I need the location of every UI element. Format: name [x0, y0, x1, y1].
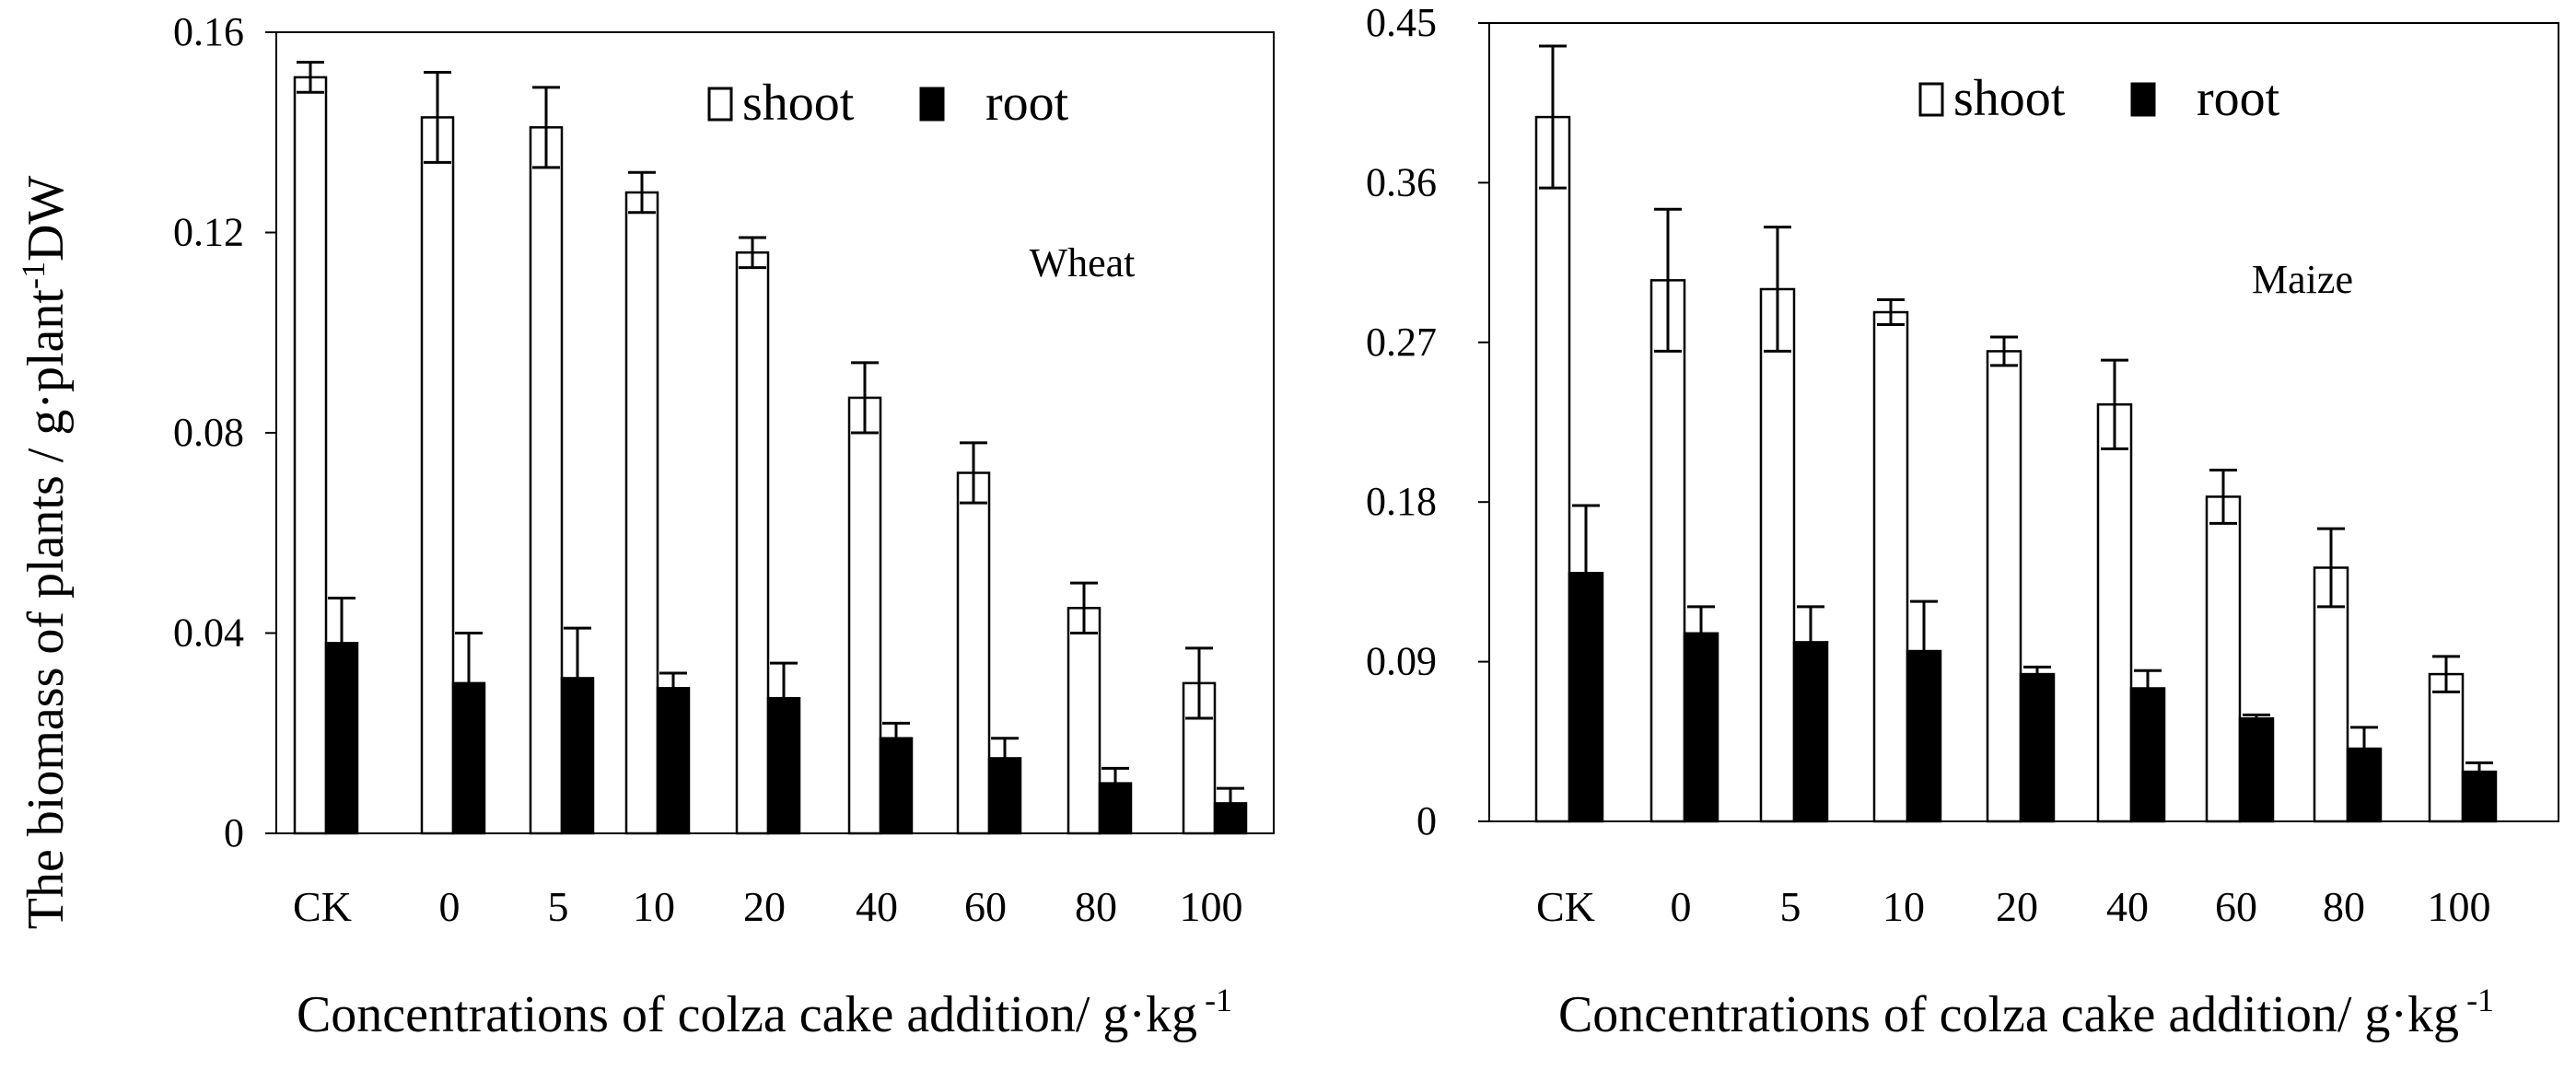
legend: shoot root: [707, 75, 1069, 132]
x-axis-label-superscript: -1: [2466, 982, 2494, 1018]
legend: shoot root: [1918, 70, 2280, 127]
root-bar: [1906, 649, 1942, 823]
y-tick-label: 0.18: [1366, 479, 1437, 524]
x-category-label: CK: [1536, 883, 1595, 930]
x-category-label: 80: [2323, 883, 2365, 930]
legend-label-shoot: shoot: [742, 75, 855, 132]
x-category-label: 100: [1180, 883, 1243, 930]
shoot-bar: [420, 116, 455, 835]
x-category-label: 5: [1780, 883, 1801, 930]
shoot-bar: [735, 251, 770, 835]
root-bar: [2019, 672, 2056, 823]
shoot-bar: [2313, 566, 2349, 823]
x-category-label: 0: [439, 883, 460, 930]
x-category-label: 60: [2215, 883, 2257, 930]
shoot-bar: [293, 76, 328, 835]
y-tick-label: 0.04: [173, 611, 244, 656]
x-category-label: 0: [1671, 883, 1692, 930]
y-tick-label: 0.16: [173, 9, 244, 54]
x-category-label: CK: [293, 883, 352, 930]
shoot-bar: [1759, 287, 1796, 823]
legend-swatch-root: [919, 87, 945, 122]
y-tick-label: 0: [1416, 798, 1437, 843]
crop-annotation: Wheat: [1030, 240, 1136, 285]
root-bar: [879, 737, 914, 835]
x-axis-label: Concentrations of colza cake addition/ g…: [297, 982, 1232, 1043]
x-category-label: 10: [633, 883, 675, 930]
shoot-bar: [1986, 350, 2022, 823]
x-category-label: 80: [1075, 883, 1117, 930]
shoot-bar: [1649, 279, 1686, 823]
legend-swatch-shoot: [707, 87, 733, 122]
wheat-panel: 0 0.04 0.08 0.12 0.16 CK 0 5 10 20 40 60 80 100 shoot r…: [173, 9, 1275, 1043]
root-bar: [1213, 802, 1248, 835]
shoot-bar: [2096, 402, 2133, 823]
x-axis-label-main: Concentrations of colza cake addition/ g…: [1558, 986, 2459, 1043]
root-bar: [560, 677, 595, 835]
x-category-label: 40: [2106, 883, 2149, 930]
y-tick-label: 0: [224, 810, 244, 855]
y-axis-label: The biomass of plants / g·plant-1DW: [15, 176, 75, 930]
y-tick-label: 0.09: [1366, 639, 1437, 684]
legend-label-shoot: shoot: [1953, 70, 2066, 127]
y-axis-label-unit: DW: [17, 176, 75, 262]
y-tick-label: 0.12: [173, 210, 244, 255]
x-axis-label: Concentrations of colza cake addition/ g…: [1558, 982, 2494, 1043]
legend-swatch-shoot: [1918, 82, 1944, 117]
root-bar: [324, 642, 359, 835]
y-axis-label-main: The biomass of plants / g·plant: [17, 289, 75, 930]
y-tick-label: 0.45: [1366, 0, 1437, 45]
x-category-label: 20: [1996, 883, 2038, 930]
shoot-bar: [847, 396, 882, 835]
legend-label-root: root: [2197, 70, 2280, 127]
shoot-bar: [2205, 495, 2242, 823]
x-category-label: 100: [2428, 883, 2491, 930]
root-bar: [451, 681, 486, 835]
legend-swatch-root: [2130, 82, 2156, 117]
root-bar: [656, 687, 691, 835]
root-bar: [766, 696, 801, 835]
root-bar: [987, 757, 1022, 835]
x-category-label: 5: [548, 883, 569, 930]
shoot-bar: [956, 471, 991, 835]
root-bar: [1792, 641, 1829, 823]
x-category-label: 10: [1882, 883, 1925, 930]
y-axis-label-superscript: -1: [15, 262, 52, 289]
x-axis-label-superscript: -1: [1205, 982, 1232, 1018]
shoot-bar: [624, 191, 659, 835]
root-bar: [2461, 770, 2498, 823]
shoot-bar: [1872, 310, 1909, 823]
maize-panel: 0 0.09 0.18 0.27 0.36 0.45 CK 0 5 10 20 40 60 80 100 sh…: [1366, 0, 2559, 1043]
x-category-label: 40: [856, 883, 898, 930]
y-tick-label: 0.27: [1366, 320, 1437, 365]
x-category-label: 60: [964, 883, 1007, 930]
y-tick-label: 0.08: [173, 410, 244, 455]
root-bar: [2129, 687, 2166, 823]
x-category-label: 20: [743, 883, 786, 930]
y-tick-label: 0.36: [1366, 159, 1437, 204]
shoot-bar: [1534, 115, 1571, 823]
legend-label-root: root: [985, 75, 1069, 132]
shoot-bar: [1067, 607, 1102, 835]
root-bar: [1568, 572, 1604, 823]
root-bar: [1098, 782, 1133, 835]
shoot-bar: [2428, 672, 2465, 823]
crop-annotation: Maize: [2252, 257, 2353, 302]
x-axis-label-main: Concentrations of colza cake addition/ g…: [297, 986, 1197, 1043]
root-bar: [1683, 632, 1719, 823]
shoot-bar: [529, 126, 564, 835]
root-bar: [2346, 747, 2383, 823]
root-bar: [2238, 717, 2275, 823]
